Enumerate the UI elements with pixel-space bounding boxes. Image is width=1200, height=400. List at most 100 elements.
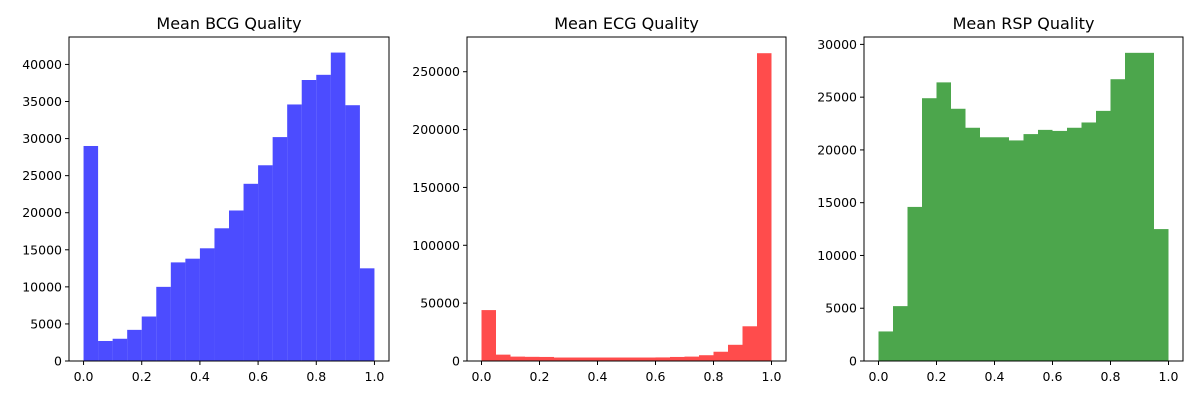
ecg-y-tick-label-1: 50000	[420, 296, 460, 311]
ecg-bars	[481, 53, 772, 361]
rsp-bar-15	[1096, 110, 1111, 361]
bcg-x-tick-label-1: 0.2	[132, 369, 152, 384]
rsp-x-axis: 0.0 0.2 0.4 0.6 0.8 1.0	[869, 361, 1178, 384]
ecg-bar-7	[583, 357, 598, 361]
rsp-axes-frame	[863, 36, 1184, 362]
rsp-bar-13	[1067, 127, 1082, 362]
bcg-y-axis: 0 5000 10000 15000 20000 25000 30000 35000 40000	[22, 57, 69, 369]
rsp-bar-9	[1009, 140, 1024, 361]
bcg-bar-18	[345, 105, 360, 361]
bcg-bar-9	[214, 228, 229, 361]
bcg-bar-4	[141, 316, 157, 361]
ecg-bar-11	[641, 357, 656, 361]
rsp-y-tick-label-2: 10000	[817, 248, 857, 263]
rsp-chart-title: Mean RSP Quality	[953, 14, 1095, 33]
ecg-bar-19	[757, 53, 772, 361]
ecg-bar-3	[525, 356, 540, 361]
rsp-x-tick-label-4: 0.8	[1101, 369, 1121, 384]
rsp-bar-0	[878, 331, 893, 361]
bcg-y-tick-label-2: 10000	[22, 279, 62, 294]
bcg-bar-12	[258, 165, 273, 361]
ecg-y-tick-label-4: 200000	[412, 122, 460, 137]
bcg-bar-2	[112, 338, 128, 361]
rsp-y-tick-label-3: 15000	[817, 195, 857, 210]
bcg-axes-frame	[68, 36, 390, 362]
bcg-y-tick-label-6: 30000	[22, 131, 62, 146]
rsp-x-tick-label-3: 0.6	[1043, 369, 1063, 384]
ecg-bar-12	[655, 357, 670, 361]
rsp-bars	[878, 52, 1169, 362]
ecg-x-tick-label-1: 0.2	[530, 369, 550, 384]
rsp-bar-1	[893, 306, 908, 361]
bcg-bar-11	[243, 183, 259, 361]
bcg-x-axis: 0.0 0.2 0.4 0.6 0.8 1.0	[74, 361, 385, 384]
ecg-bar-8	[597, 357, 612, 361]
bcg-x-tick-label-5: 1.0	[365, 369, 385, 384]
bcg-y-tick-label-7: 35000	[22, 94, 62, 109]
bcg-x-tick-label-2: 0.4	[190, 369, 210, 384]
rsp-bar-4	[936, 82, 951, 362]
ecg-bar-17	[728, 344, 743, 361]
bcg-bar-13	[272, 137, 288, 361]
subplot-ecg: 0 50000 100000 150000 200000 250000 0.0 0.2 0.4…	[412, 14, 787, 384]
rsp-bar-10	[1023, 134, 1038, 361]
ecg-y-axis: 0 50000 100000 150000 200000 250000	[412, 64, 467, 369]
bcg-bar-15	[301, 80, 317, 361]
ecg-x-tick-label-3: 0.6	[646, 369, 666, 384]
bcg-x-tick-label-0: 0.0	[74, 369, 94, 384]
bcg-bar-17	[330, 52, 346, 361]
ecg-bar-2	[510, 356, 525, 361]
ecg-x-tick-label-4: 0.8	[704, 369, 724, 384]
rsp-y-tick-label-5: 25000	[817, 90, 857, 105]
bcg-bar-6	[170, 262, 186, 361]
ecg-x-tick-label-2: 0.4	[588, 369, 608, 384]
rsp-bar-2	[907, 206, 922, 361]
bcg-y-tick-label-0: 0	[54, 354, 62, 369]
ecg-bar-0	[481, 310, 496, 361]
rsp-bar-14	[1081, 122, 1096, 361]
rsp-bar-11	[1038, 129, 1053, 361]
ecg-y-tick-label-2: 100000	[412, 238, 460, 253]
ecg-y-tick-label-0: 0	[452, 354, 460, 369]
rsp-y-tick-label-1: 5000	[825, 301, 857, 316]
ecg-bar-14	[684, 356, 699, 361]
ecg-x-tick-label-5: 1.0	[762, 369, 782, 384]
ecg-bar-10	[626, 357, 641, 361]
rsp-bar-6	[965, 127, 980, 362]
bcg-y-tick-label-4: 20000	[22, 205, 62, 220]
subplot-bcg: 0 5000 10000 15000 20000 25000 30000 35000 40000…	[22, 14, 390, 384]
rsp-y-tick-label-4: 20000	[817, 142, 857, 157]
bcg-x-tick-label-3: 0.6	[248, 369, 268, 384]
ecg-bar-5	[554, 357, 569, 361]
rsp-y-tick-label-0: 0	[849, 354, 857, 369]
ecg-x-axis: 0.0 0.2 0.4 0.6 0.8 1.0	[472, 361, 782, 384]
bcg-bar-19	[359, 268, 375, 361]
rsp-bar-18	[1139, 52, 1154, 361]
rsp-bar-16	[1110, 79, 1125, 362]
ecg-y-tick-label-3: 150000	[412, 180, 460, 195]
ecg-bar-9	[612, 357, 627, 361]
rsp-bar-17	[1125, 52, 1140, 361]
bcg-y-tick-label-3: 15000	[22, 242, 62, 257]
bcg-bars	[83, 52, 375, 362]
bcg-x-tick-label-4: 0.8	[306, 369, 326, 384]
bcg-bar-8	[199, 248, 215, 361]
bcg-chart-title: Mean BCG Quality	[156, 14, 301, 33]
bcg-bar-7	[185, 258, 200, 361]
ecg-chart-title: Mean ECG Quality	[554, 14, 699, 33]
bcg-bar-10	[229, 210, 244, 361]
ecg-bar-15	[699, 355, 714, 361]
rsp-y-tick-label-6: 30000	[817, 37, 857, 52]
rsp-bar-12	[1052, 130, 1067, 361]
ecg-y-tick-label-5: 250000	[412, 64, 460, 79]
ecg-bar-13	[670, 356, 685, 361]
bcg-y-tick-label-8: 40000	[22, 57, 62, 72]
ecg-bar-18	[742, 326, 757, 361]
ecg-bar-4	[539, 356, 554, 361]
ecg-bar-16	[713, 351, 728, 361]
subplot-rsp: 0 5000 10000 15000 20000 25000 30000 0.0 0.2 0.4…	[817, 14, 1184, 384]
rsp-bar-8	[994, 137, 1009, 361]
bcg-bar-5	[156, 286, 171, 361]
ecg-bar-1	[496, 354, 511, 361]
